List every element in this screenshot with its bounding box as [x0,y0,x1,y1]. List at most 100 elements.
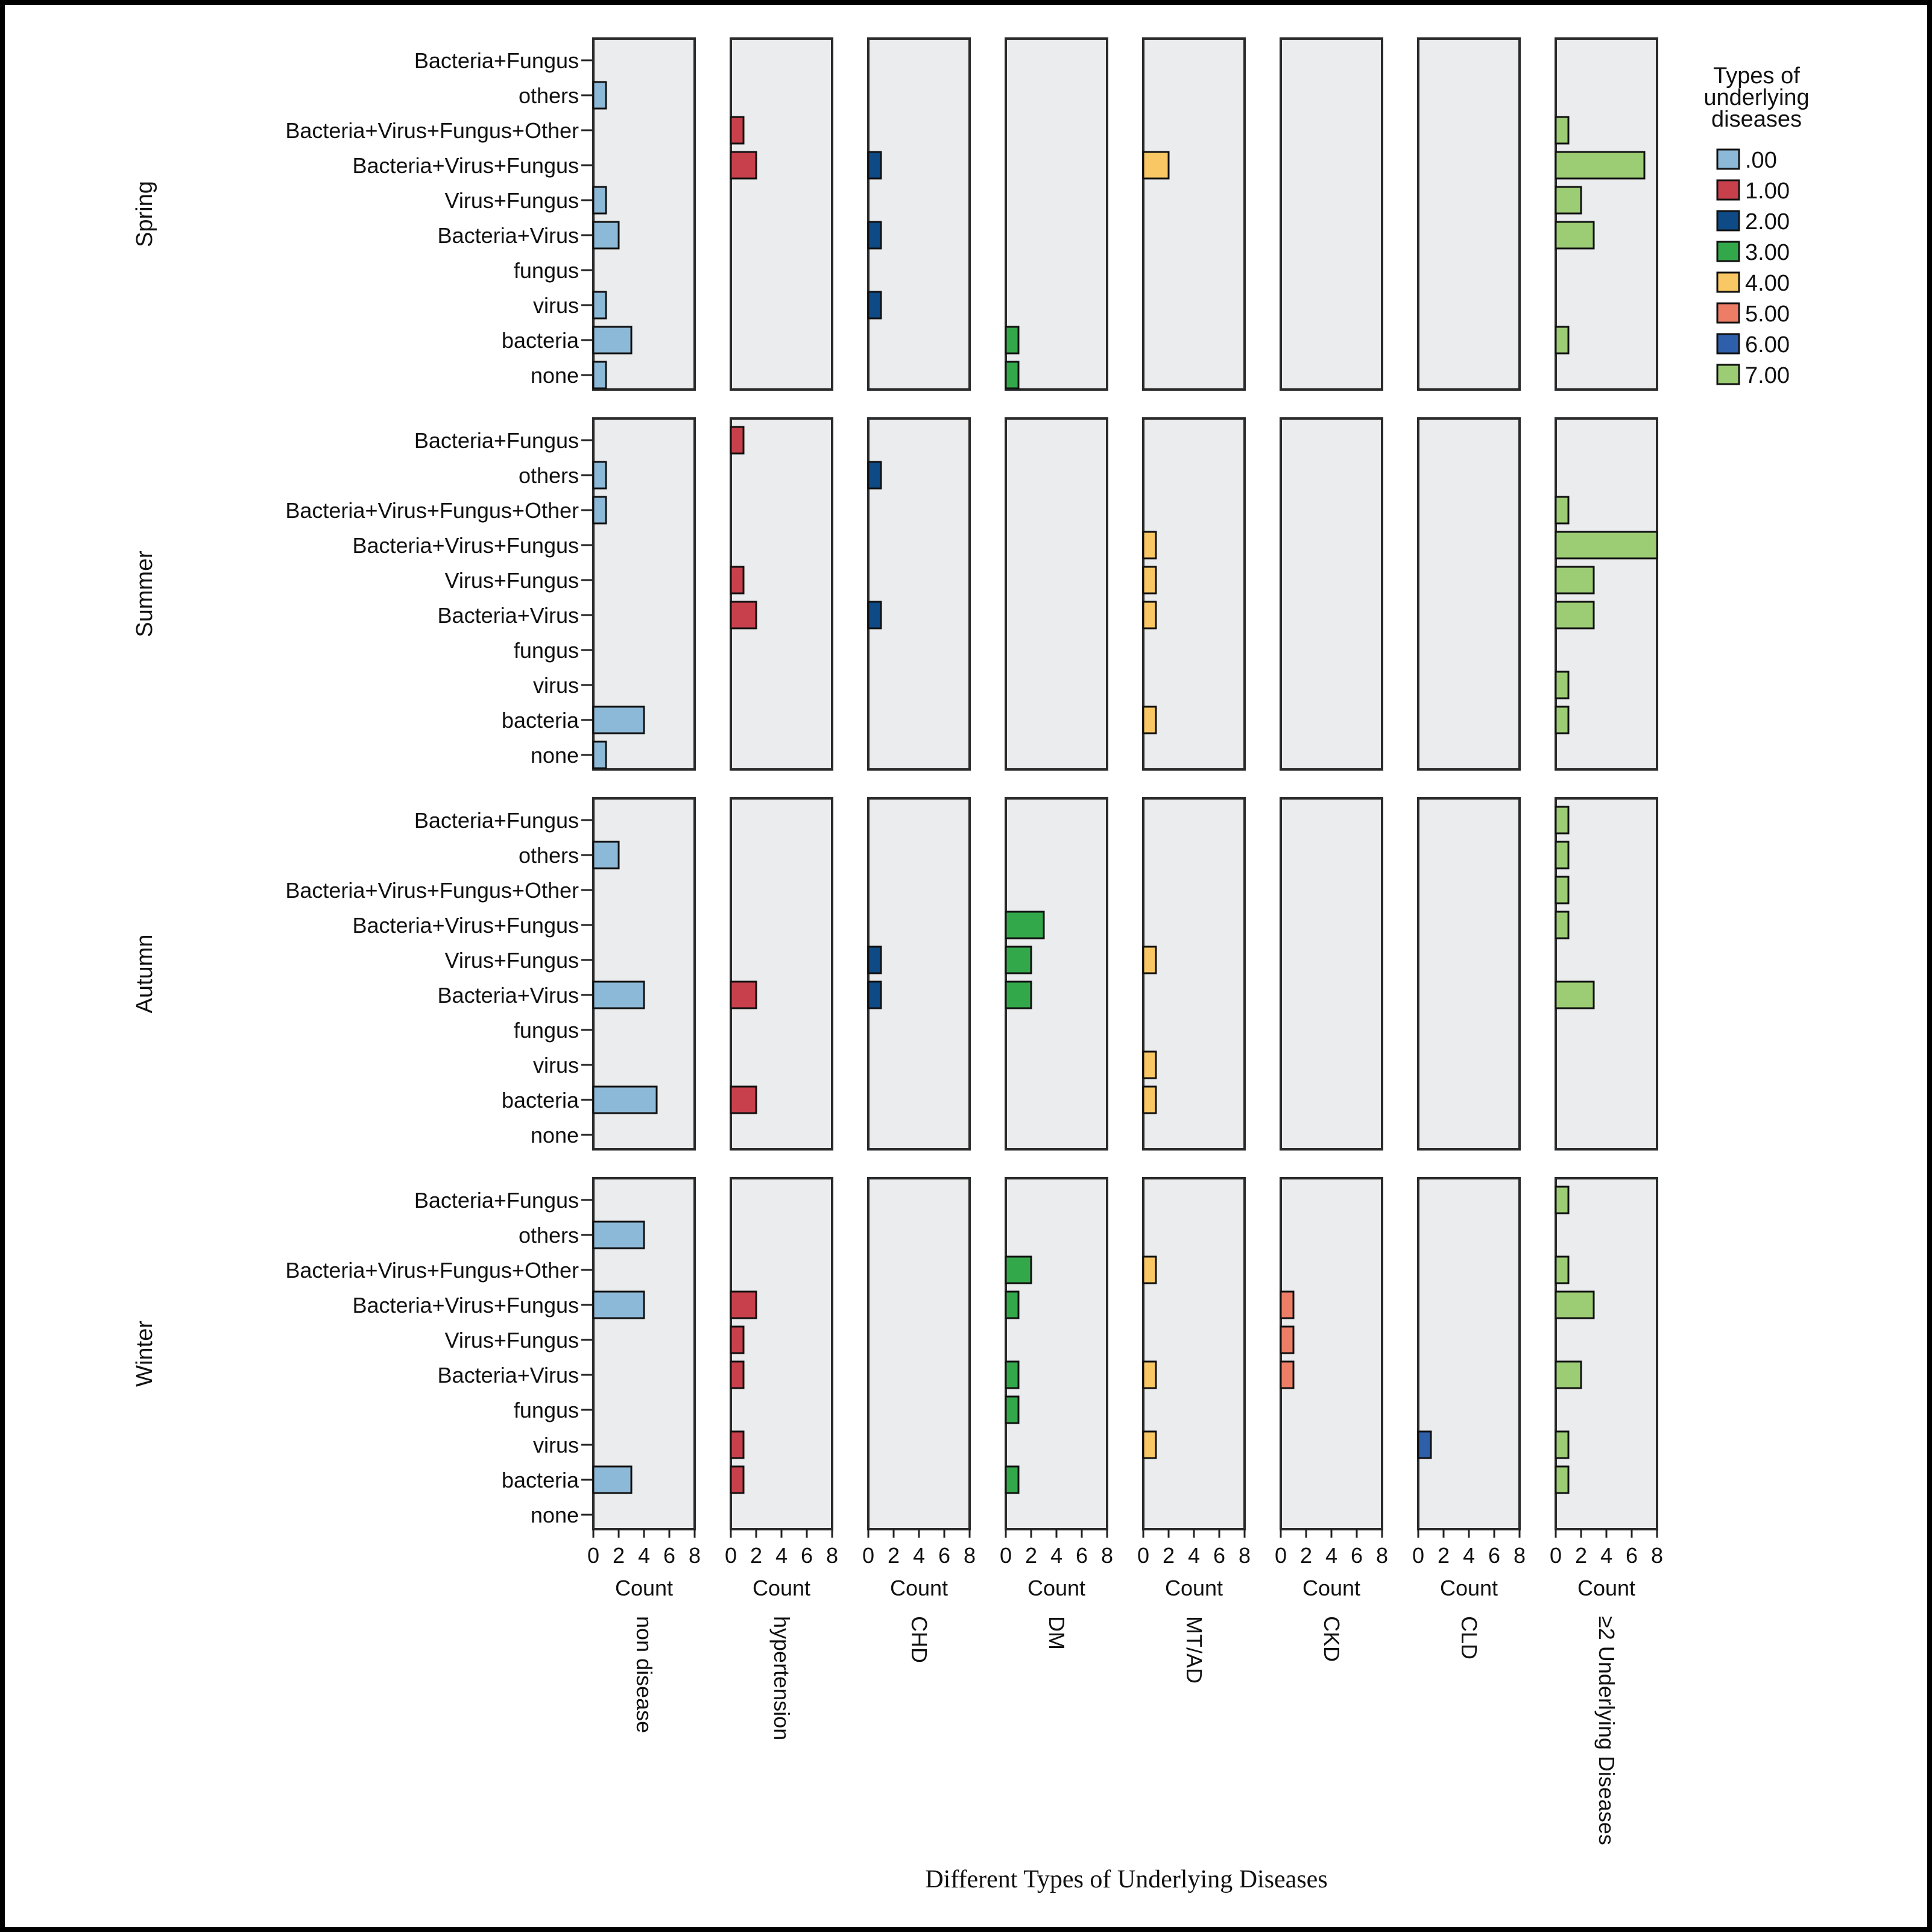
x-tick-label: 0 [1275,1543,1287,1568]
bar [1142,531,1157,560]
bar [730,980,757,1009]
category-label: Bacteria+Fungus [414,48,579,73]
category-label: Bacteria+Virus [438,223,579,248]
x-tick-label: 2 [1300,1543,1312,1568]
panel-summer-3 [1005,417,1108,771]
panels [592,37,1658,1530]
bar [1555,841,1570,870]
panel-background [1005,417,1108,771]
legend-swatch [1716,333,1740,355]
panel-winter-3 [1005,1177,1108,1530]
x-tick-label: 0 [1000,1543,1012,1568]
category-label: Bacteria+Fungus [414,428,579,453]
panel-background [1142,1177,1246,1530]
x-axis-title: Count [615,1576,673,1600]
panel-background [867,1177,971,1530]
row-labels: Spring Summer Autumn Winter [132,181,157,1387]
bar [1142,566,1157,595]
category-label: others [519,83,579,108]
legend-label: 7.00 [1745,363,1790,388]
panel-summer-2 [867,417,971,771]
x-tick-label: 6 [1488,1543,1500,1568]
column-label: DM [1044,1616,1069,1650]
x-axis-title: Count [1165,1576,1223,1600]
category-label: Bacteria+Virus+Fungus+Other [285,1258,579,1283]
panel-background [1280,417,1383,771]
x-tick-label: 4 [1600,1543,1612,1568]
panel-spring-5 [1280,37,1383,391]
row-label-spring: Spring [132,181,157,247]
panel-winter-1 [730,1177,833,1530]
panel-autumn-1 [730,797,833,1151]
panel-background [1417,417,1521,771]
panel-summer-0 [592,417,696,771]
x-tick-label: 4 [1050,1543,1062,1568]
category-label: Bacteria+Virus [438,1363,579,1387]
bar [592,841,620,870]
panel-background [730,37,833,391]
panel-spring-1 [730,37,833,391]
category-label: Virus+Fungus [445,568,579,593]
bar [1555,601,1595,630]
x-axis-title: Count [1577,1576,1635,1600]
bar [1555,1465,1570,1494]
chart-title: Different Types of Underlying Diseases [925,1866,1327,1893]
bar [1005,326,1020,355]
panel-spring-7 [1555,37,1658,391]
x-axis-title: Count [1440,1576,1498,1600]
legend-label: 4.00 [1745,271,1790,296]
category-label: Bacteria+Virus+Fungus [352,153,579,178]
column-labels: non disease hypertension CHD DM MT/AD CKD CLD ≥… [632,1616,1619,1845]
bar [592,291,607,320]
x-tick-label: 0 [1412,1543,1424,1568]
panel-background [1005,37,1108,391]
row-label-summer: Summer [132,551,157,637]
panel-background [1280,37,1383,391]
x-tick-label: 8 [1376,1543,1388,1568]
column-label: ≥2 Underlying Diseases [1594,1616,1619,1845]
panel-background [1142,417,1246,771]
bar [592,361,607,390]
x-tick-label: 6 [938,1543,950,1568]
bar [1555,116,1570,145]
category-label: Bacteria+Virus+Fungus [352,913,579,938]
bar [1005,980,1032,1009]
category-label: virus [533,293,579,318]
x-tick-label: 0 [587,1543,599,1568]
panel-autumn-2 [867,797,971,1151]
legend-label: 1.00 [1745,178,1790,204]
x-axis-title: Count [1302,1576,1360,1600]
bar [730,426,745,455]
legend-title: diseases [1711,107,1802,132]
bar [1555,326,1570,355]
bar [1142,1085,1157,1114]
bar [730,116,745,145]
panel-background [1417,1177,1521,1530]
legend-swatch [1716,271,1740,293]
legend-swatch [1716,148,1740,170]
panel-spring-2 [867,37,971,391]
bar [592,186,607,215]
bar [592,1220,645,1249]
panel-spring-6 [1417,37,1521,391]
panel-winter-6 [1417,1177,1521,1530]
bar [592,221,620,250]
category-label: fungus [514,258,579,283]
panel-summer-7 [1555,417,1658,771]
bar [1555,151,1646,180]
category-label: others [519,463,579,488]
x-tick-label: 8 [689,1543,701,1568]
bar [1142,601,1157,630]
x-tick-label: 2 [1163,1543,1175,1568]
category-label: bacteria [502,1088,579,1113]
bar [1142,151,1170,180]
panel-background [730,1177,833,1530]
bar [1555,1185,1570,1214]
panel-winter-2 [867,1177,971,1530]
bar [1005,911,1045,939]
panel-background [867,37,971,391]
bar [1555,911,1570,939]
bar [1555,1360,1582,1389]
bar [592,980,645,1009]
